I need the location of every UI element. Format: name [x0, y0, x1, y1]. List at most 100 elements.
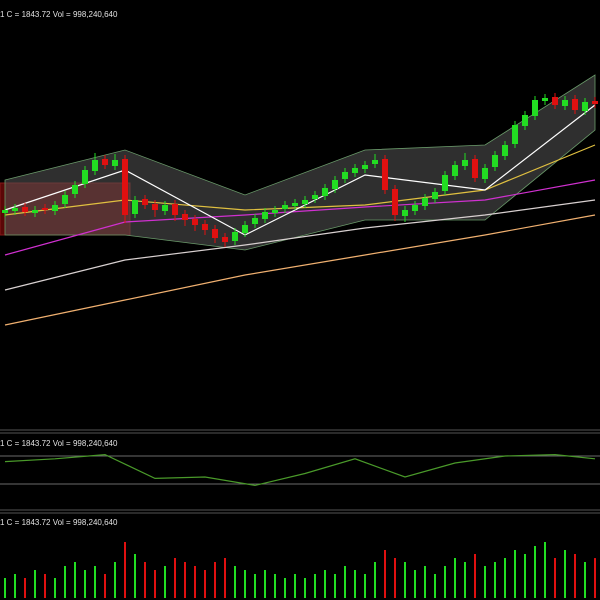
volume-bar [514, 550, 516, 598]
candle-body [132, 200, 138, 214]
candle-body [262, 212, 268, 219]
candle-body [82, 170, 88, 184]
volume-bar [404, 562, 406, 598]
volume-bar [384, 550, 386, 598]
candle-body [492, 155, 498, 167]
volume-bar [364, 574, 366, 598]
volume-bar [564, 550, 566, 598]
candle-body [412, 205, 418, 211]
candle-body [142, 199, 148, 205]
volume-bar [474, 554, 476, 598]
candle-body [72, 185, 78, 194]
candle-body [432, 192, 438, 199]
volume-bar [84, 570, 86, 598]
candle-body [282, 205, 288, 209]
volume-bar [504, 558, 506, 598]
volume-bar [394, 558, 396, 598]
candle-body [152, 204, 158, 210]
volume-bar [144, 562, 146, 598]
candle-body [362, 165, 368, 169]
volume-bar [94, 566, 96, 598]
candle-body [582, 102, 588, 111]
volume-bar [234, 566, 236, 598]
volume-bar [104, 574, 106, 598]
candle-body [452, 165, 458, 176]
volume-bar [464, 562, 466, 598]
moving-average [4, 179, 596, 256]
candle-body [522, 115, 528, 126]
volume-bar [544, 542, 546, 598]
candle-body [202, 224, 208, 230]
candle-body [382, 159, 388, 190]
oscillator-line [4, 453, 596, 487]
candle-body [462, 160, 468, 166]
candle-body [542, 98, 548, 101]
candle-body [62, 195, 68, 204]
volume-bar [14, 574, 16, 598]
candle-body [592, 101, 598, 104]
candle-body [472, 159, 478, 178]
volume-bar [454, 558, 456, 598]
candle-body [112, 160, 118, 166]
candle-body [42, 208, 48, 210]
candle-body [172, 204, 178, 215]
candle-body [92, 160, 98, 171]
candle-body [12, 208, 18, 211]
volume-bar [354, 570, 356, 598]
volume-bar [44, 574, 46, 598]
volume-bar [434, 574, 436, 598]
volume-bar [334, 574, 336, 598]
volume-bar [164, 566, 166, 598]
volume-bar [224, 558, 226, 598]
volume-bar [4, 578, 6, 598]
volume-bar [444, 566, 446, 598]
candle-body [302, 200, 308, 204]
moving-average [4, 214, 596, 326]
candle-body [572, 99, 578, 110]
candle-body [192, 219, 198, 225]
volume-bar [134, 554, 136, 598]
volume-bar [484, 566, 486, 598]
volume-bar [74, 562, 76, 598]
panel-label: 1 C = 1843.72 Vol = 998,240,640 [0, 439, 118, 448]
candle-body [2, 210, 8, 213]
volume-bar [574, 554, 576, 598]
candle-body [392, 189, 398, 215]
volume-bar [324, 570, 326, 598]
candle-body [502, 145, 508, 156]
candle-body [102, 159, 108, 165]
volume-bar [524, 554, 526, 598]
moving-average [4, 199, 596, 291]
candle-body [352, 168, 358, 173]
candle-body [232, 232, 238, 241]
volume-bar [64, 566, 66, 598]
volume-bar [184, 562, 186, 598]
candle-body [212, 229, 218, 238]
candle-body [32, 210, 38, 213]
candle-body [402, 210, 408, 216]
candle-body [242, 225, 248, 233]
volume-bar [294, 574, 296, 598]
candle-body [252, 218, 258, 224]
volume-bar [554, 558, 556, 598]
volume-bar [174, 558, 176, 598]
volume-bar [284, 578, 286, 598]
panel-label: 1 C = 1843.72 Vol = 998,240,640 [0, 10, 118, 19]
candle-body [552, 97, 558, 105]
candle-body [422, 198, 428, 206]
volume-bar [254, 574, 256, 598]
candle-body [122, 159, 128, 215]
volume-bar [414, 570, 416, 598]
volume-bar [244, 570, 246, 598]
volume-bar [34, 570, 36, 598]
volume-bar [54, 578, 56, 598]
candle-body [342, 172, 348, 179]
candle-body [182, 214, 188, 220]
candle-body [312, 195, 318, 199]
volume-bar [304, 578, 306, 598]
candle-body [52, 205, 58, 211]
panel-label: 1 C = 1843.72 Vol = 998,240,640 [0, 518, 118, 527]
candle-body [372, 160, 378, 164]
